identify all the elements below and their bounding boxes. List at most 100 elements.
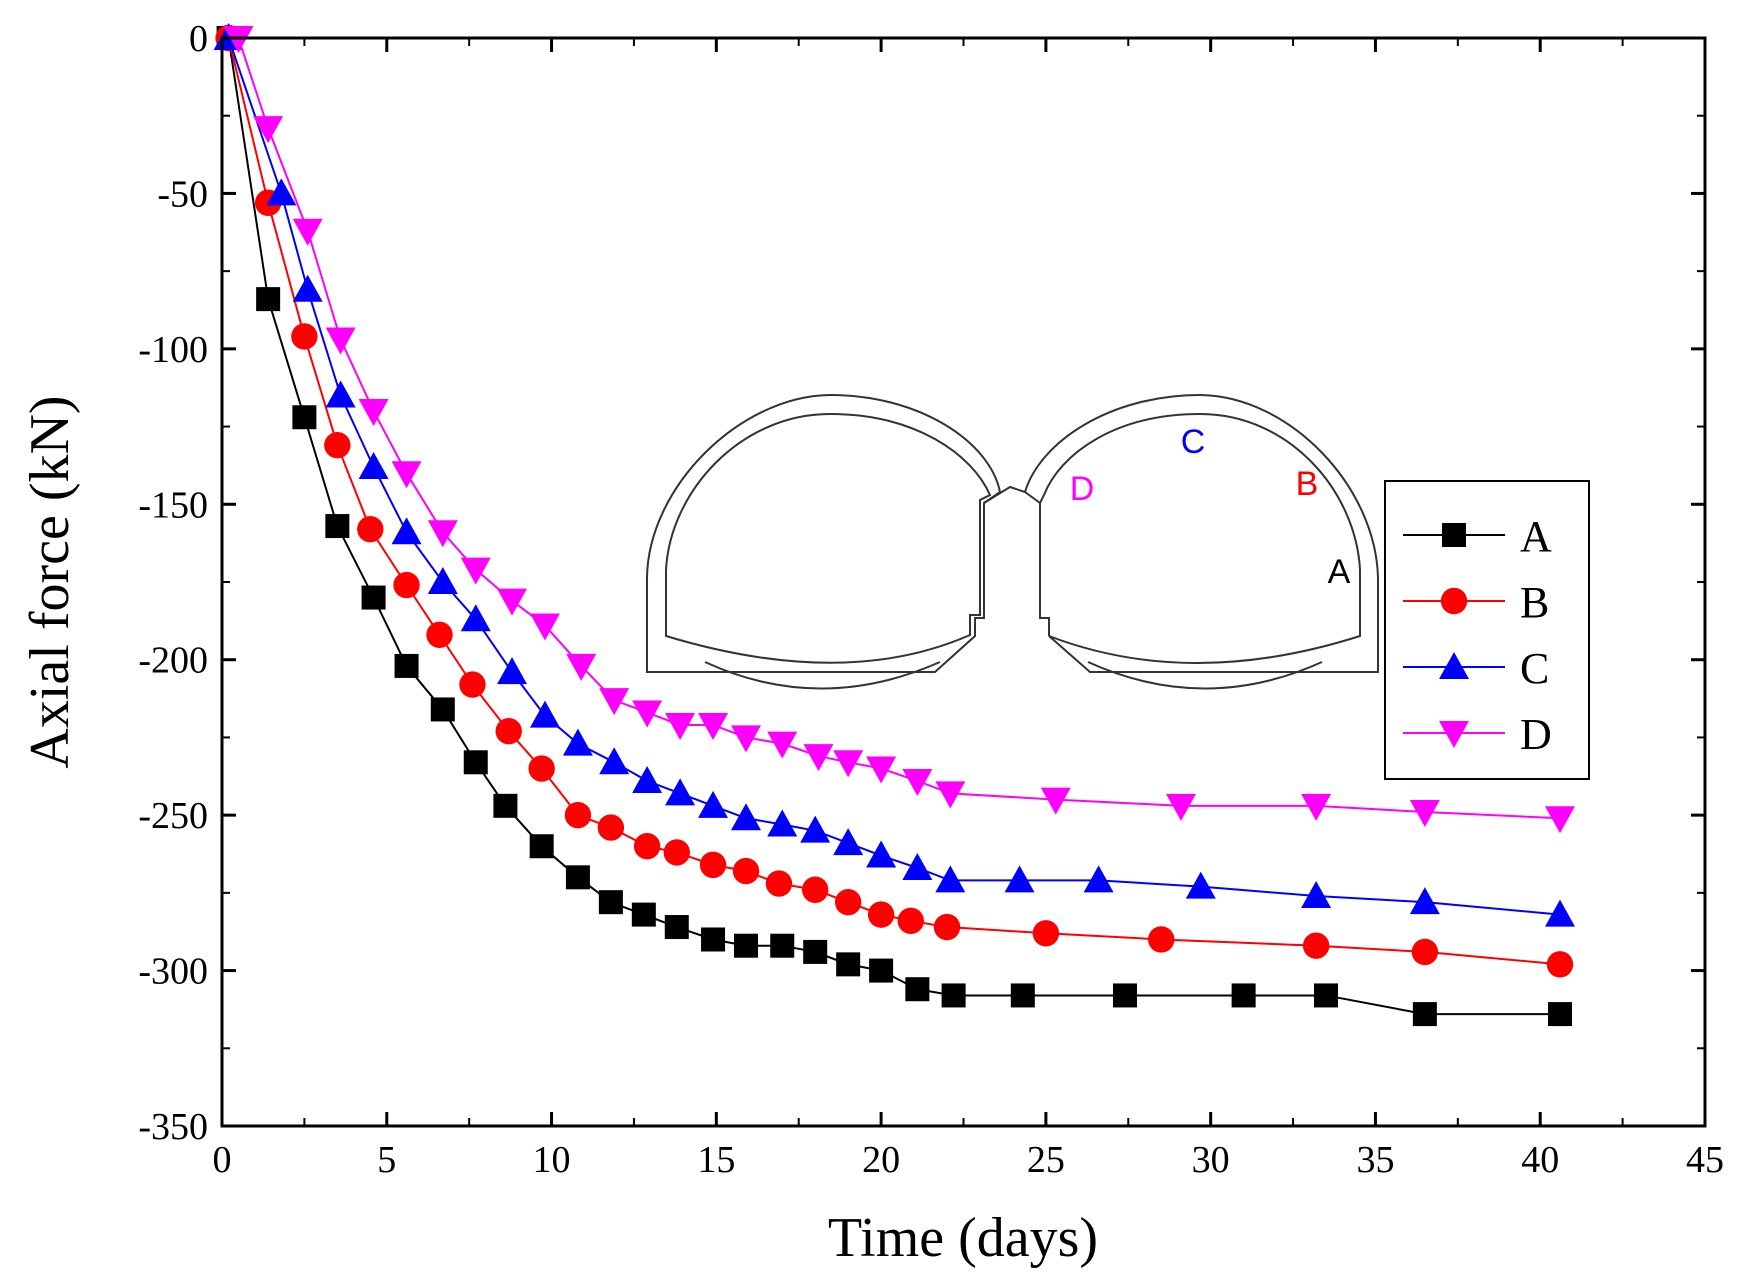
data-point-A bbox=[869, 958, 894, 983]
data-point-C bbox=[800, 815, 831, 843]
data-point-B bbox=[459, 671, 486, 698]
data-point-B bbox=[495, 718, 522, 745]
data-point-C bbox=[1083, 865, 1114, 893]
data-point-D bbox=[599, 688, 630, 716]
data-point-C bbox=[935, 865, 966, 893]
data-point-A bbox=[1231, 983, 1256, 1008]
data-point-C bbox=[632, 765, 663, 793]
x-tick-label: 5 bbox=[377, 1139, 396, 1181]
x-tick-label: 45 bbox=[1686, 1139, 1724, 1181]
data-point-A bbox=[905, 977, 930, 1002]
data-point-B bbox=[426, 621, 453, 649]
data-point-A bbox=[941, 983, 966, 1008]
data-point-D bbox=[803, 744, 834, 772]
data-point-D bbox=[325, 327, 356, 355]
data-point-C bbox=[460, 604, 491, 632]
ticks-layer: 0 5 10 15 20 25 30 35 40 45 0 -50 -100 -150 -200 -250 -3… bbox=[138, 18, 1724, 1181]
data-point-C bbox=[562, 728, 593, 756]
data-point-A bbox=[770, 933, 795, 958]
data-point-A bbox=[292, 405, 317, 430]
data-point-C bbox=[497, 657, 528, 685]
data-point-C bbox=[833, 828, 864, 856]
data-point-C bbox=[427, 567, 458, 594]
data-point-B bbox=[699, 851, 727, 879]
inset-label-C: C bbox=[1181, 423, 1206, 461]
data-point-B bbox=[1032, 920, 1060, 947]
data-point-C bbox=[599, 747, 630, 775]
data-point-C bbox=[1409, 887, 1440, 915]
data-point-A bbox=[394, 653, 419, 678]
y-tick-label: -100 bbox=[138, 329, 208, 371]
x-tick-label: 35 bbox=[1356, 1139, 1394, 1181]
y-tick-label: -200 bbox=[138, 640, 208, 682]
data-point-B bbox=[564, 801, 592, 829]
x-tick-label: 30 bbox=[1192, 1139, 1230, 1181]
legend-label-A: A bbox=[1520, 512, 1552, 561]
series-line-A bbox=[227, 37, 1560, 1016]
data-point-B bbox=[834, 888, 862, 916]
series-layer bbox=[213, 23, 1575, 1027]
y-axis-title: Axial force (kN) bbox=[19, 395, 81, 768]
data-point-C bbox=[358, 451, 389, 479]
data-point-C bbox=[292, 274, 323, 302]
legend-marker-C bbox=[1439, 652, 1469, 679]
data-point-A bbox=[1314, 983, 1339, 1008]
data-point-A bbox=[565, 865, 590, 890]
data-point-C bbox=[902, 852, 933, 880]
data-point-B bbox=[324, 432, 351, 459]
legend-label-D: D bbox=[1520, 710, 1552, 759]
data-point-B bbox=[1302, 932, 1330, 959]
legend-marker-A bbox=[1442, 523, 1466, 547]
data-point-C bbox=[730, 803, 761, 831]
series-B bbox=[215, 24, 1574, 978]
data-point-C bbox=[391, 517, 422, 545]
data-point-C bbox=[767, 809, 798, 837]
x-tick-label: 25 bbox=[1027, 1139, 1065, 1181]
data-point-D bbox=[866, 756, 897, 784]
data-point-D bbox=[460, 557, 491, 585]
data-point-D bbox=[358, 399, 389, 427]
legend-label-B: B bbox=[1520, 578, 1549, 627]
data-point-B bbox=[633, 833, 661, 860]
data-point-A bbox=[430, 697, 455, 722]
data-point-A bbox=[701, 927, 726, 952]
data-point-C bbox=[866, 840, 897, 868]
series-line-B bbox=[227, 37, 1561, 966]
data-point-C bbox=[529, 700, 560, 728]
data-point-D bbox=[1040, 787, 1071, 815]
right-tunnel-inner bbox=[1039, 412, 1361, 664]
data-point-A bbox=[361, 585, 386, 610]
data-point-B bbox=[1148, 926, 1175, 953]
data-point-D bbox=[632, 700, 663, 728]
x-axis-title: Time (days) bbox=[828, 1207, 1098, 1269]
data-point-B bbox=[528, 755, 555, 782]
data-point-D bbox=[902, 768, 933, 796]
x-tick-label: 20 bbox=[862, 1139, 900, 1181]
data-point-D bbox=[698, 712, 729, 740]
inset-label-B: B bbox=[1296, 465, 1319, 503]
left-tunnel-outer bbox=[646, 393, 1002, 673]
legend-label-C: C bbox=[1520, 644, 1549, 693]
data-point-A bbox=[631, 902, 656, 927]
data-point-D bbox=[833, 750, 864, 778]
data-point-A bbox=[1112, 983, 1137, 1008]
data-point-B bbox=[933, 913, 961, 941]
x-tick-label: 0 bbox=[213, 1139, 232, 1181]
data-point-B bbox=[802, 876, 829, 903]
series-D bbox=[223, 26, 1575, 834]
data-point-A bbox=[493, 793, 518, 818]
left-tunnel-inner bbox=[665, 412, 992, 664]
data-point-A bbox=[1412, 1002, 1437, 1027]
data-point-D bbox=[1544, 806, 1575, 834]
x-tick-label: 15 bbox=[697, 1139, 735, 1181]
y-tick-label: 0 bbox=[189, 18, 208, 60]
data-point-A bbox=[803, 939, 828, 964]
data-point-D bbox=[566, 653, 597, 681]
middle-pillar bbox=[983, 485, 1050, 636]
data-point-B bbox=[1546, 951, 1574, 978]
data-point-B bbox=[663, 839, 690, 866]
data-point-A bbox=[256, 287, 281, 312]
data-point-B bbox=[897, 907, 924, 935]
data-point-B bbox=[357, 515, 384, 543]
